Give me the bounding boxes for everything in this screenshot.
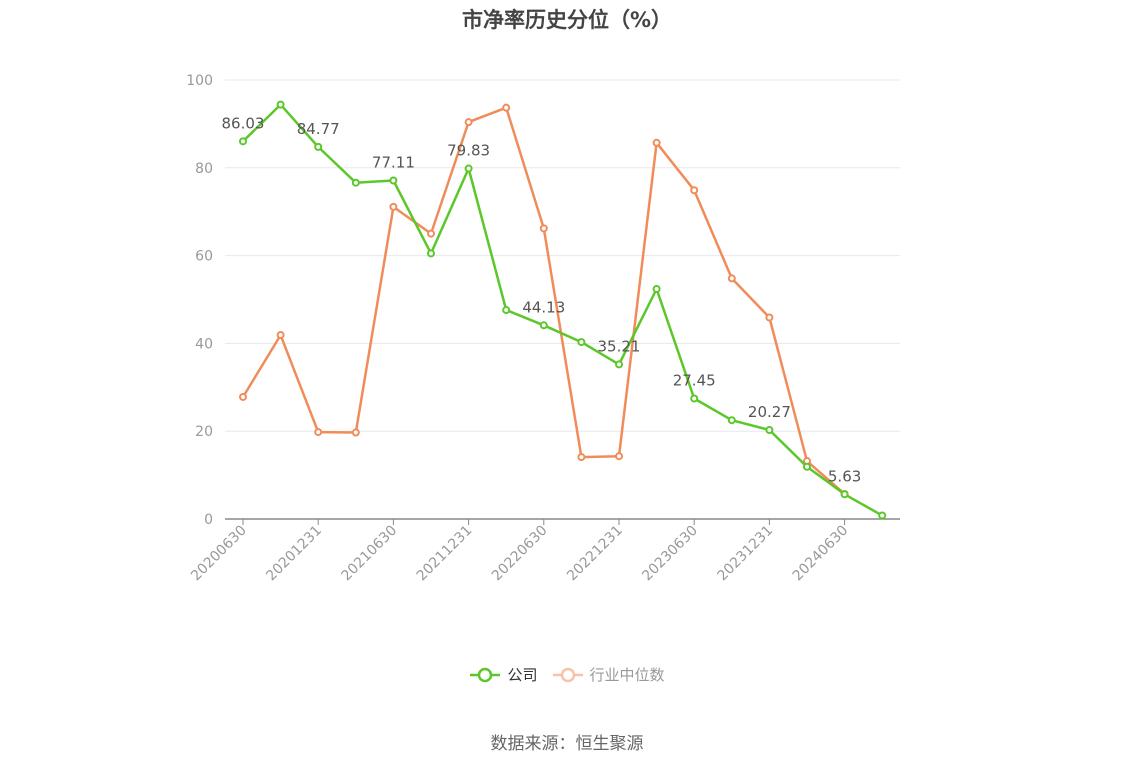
company-point[interactable] [765, 426, 774, 435]
company-data-label: 20.27 [748, 403, 791, 421]
x-tick-label: 20221231 [564, 523, 626, 585]
industry-point[interactable] [577, 453, 586, 462]
company-data-label: 77.11 [372, 153, 415, 171]
company-point[interactable] [539, 321, 548, 330]
industry-point[interactable] [276, 331, 285, 340]
legend-label-industry: 行业中位数 [589, 666, 665, 684]
company-data-label: 27.45 [673, 371, 716, 389]
company-point[interactable] [690, 394, 699, 403]
company-data-label: 79.83 [447, 142, 490, 160]
industry-point[interactable] [314, 428, 323, 437]
x-tick-label: 20220630 [489, 523, 551, 585]
x-tick-label: 20210630 [339, 523, 401, 585]
x-tick-label: 20211231 [414, 523, 476, 585]
company-data-label: 5.63 [828, 467, 861, 485]
company-data-label: 86.03 [222, 114, 265, 132]
y-tick-label: 0 [204, 512, 213, 528]
company-point[interactable] [276, 100, 285, 109]
x-tick-label: 20200630 [188, 523, 250, 585]
company-point[interactable] [464, 164, 473, 173]
industry-point[interactable] [652, 138, 661, 147]
data-source: 数据来源：恒生聚源 [490, 734, 644, 754]
industry-point[interactable] [690, 186, 699, 195]
company-line [242, 103, 883, 517]
legend-company-marker-icon [470, 667, 501, 682]
company-point[interactable] [239, 137, 247, 146]
chart-canvas: 0 20 40 60 80 100 20200630 20201231 20210630 2021… [186, 73, 900, 585]
company-data-label: 44.13 [522, 298, 565, 316]
industry-point[interactable] [239, 392, 247, 401]
legend-industry-marker-icon [552, 667, 583, 682]
y-tick-label: 80 [195, 161, 213, 177]
industry-point[interactable] [464, 118, 473, 127]
company-point[interactable] [427, 249, 435, 258]
y-tick-label: 20 [195, 424, 213, 440]
company-data-label: 84.77 [297, 120, 340, 138]
company-point[interactable] [652, 284, 661, 293]
industry-point[interactable] [539, 224, 548, 233]
y-tick-label: 100 [186, 73, 213, 89]
chart-title: 市净率历史分位（%） [461, 8, 673, 32]
x-tick-label: 20231231 [715, 523, 777, 585]
company-point[interactable] [803, 462, 811, 471]
legend-item-industry[interactable]: 行业中位数 [552, 664, 665, 685]
industry-point[interactable] [727, 274, 736, 283]
x-tick-label: 20240630 [790, 523, 852, 585]
industry-point[interactable] [351, 428, 360, 437]
industry-point[interactable] [389, 202, 398, 211]
y-tick-label: 40 [195, 336, 213, 352]
company-point[interactable] [727, 416, 736, 425]
company-point[interactable] [389, 176, 398, 185]
company-point[interactable] [878, 511, 887, 520]
industry-point[interactable] [502, 103, 511, 112]
company-point[interactable] [351, 178, 360, 187]
industry-point[interactable] [765, 313, 774, 322]
x-tick-label: 20230630 [639, 523, 701, 585]
legend-label-company: 公司 [507, 666, 538, 684]
company-point[interactable] [615, 360, 623, 369]
company-point[interactable] [840, 490, 849, 499]
y-tick-label: 60 [195, 249, 213, 265]
company-point[interactable] [577, 338, 586, 347]
company-point[interactable] [314, 142, 323, 151]
series-lines [239, 100, 887, 520]
data-labels: 86.03 84.77 77.11 79.83 44.13 35.21 27.45 20.27… [222, 114, 862, 485]
industry-point[interactable] [615, 452, 623, 461]
legend: 公司 行业中位数 [0, 664, 1134, 685]
company-data-label: 35.21 [598, 337, 641, 355]
company-point[interactable] [502, 306, 511, 315]
industry-point[interactable] [427, 229, 435, 238]
legend-item-company[interactable]: 公司 [469, 664, 538, 685]
x-tick-label: 20201231 [263, 523, 325, 585]
